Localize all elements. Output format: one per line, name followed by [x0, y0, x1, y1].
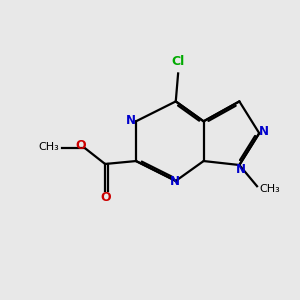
Text: N: N — [170, 175, 180, 188]
Text: N: N — [126, 114, 136, 127]
Text: N: N — [259, 125, 269, 138]
Text: CH₃: CH₃ — [260, 184, 280, 194]
Text: CH₃: CH₃ — [38, 142, 59, 152]
Text: O: O — [100, 191, 111, 204]
Text: Cl: Cl — [172, 55, 185, 68]
Text: O: O — [75, 139, 86, 152]
Text: N: N — [236, 163, 246, 176]
